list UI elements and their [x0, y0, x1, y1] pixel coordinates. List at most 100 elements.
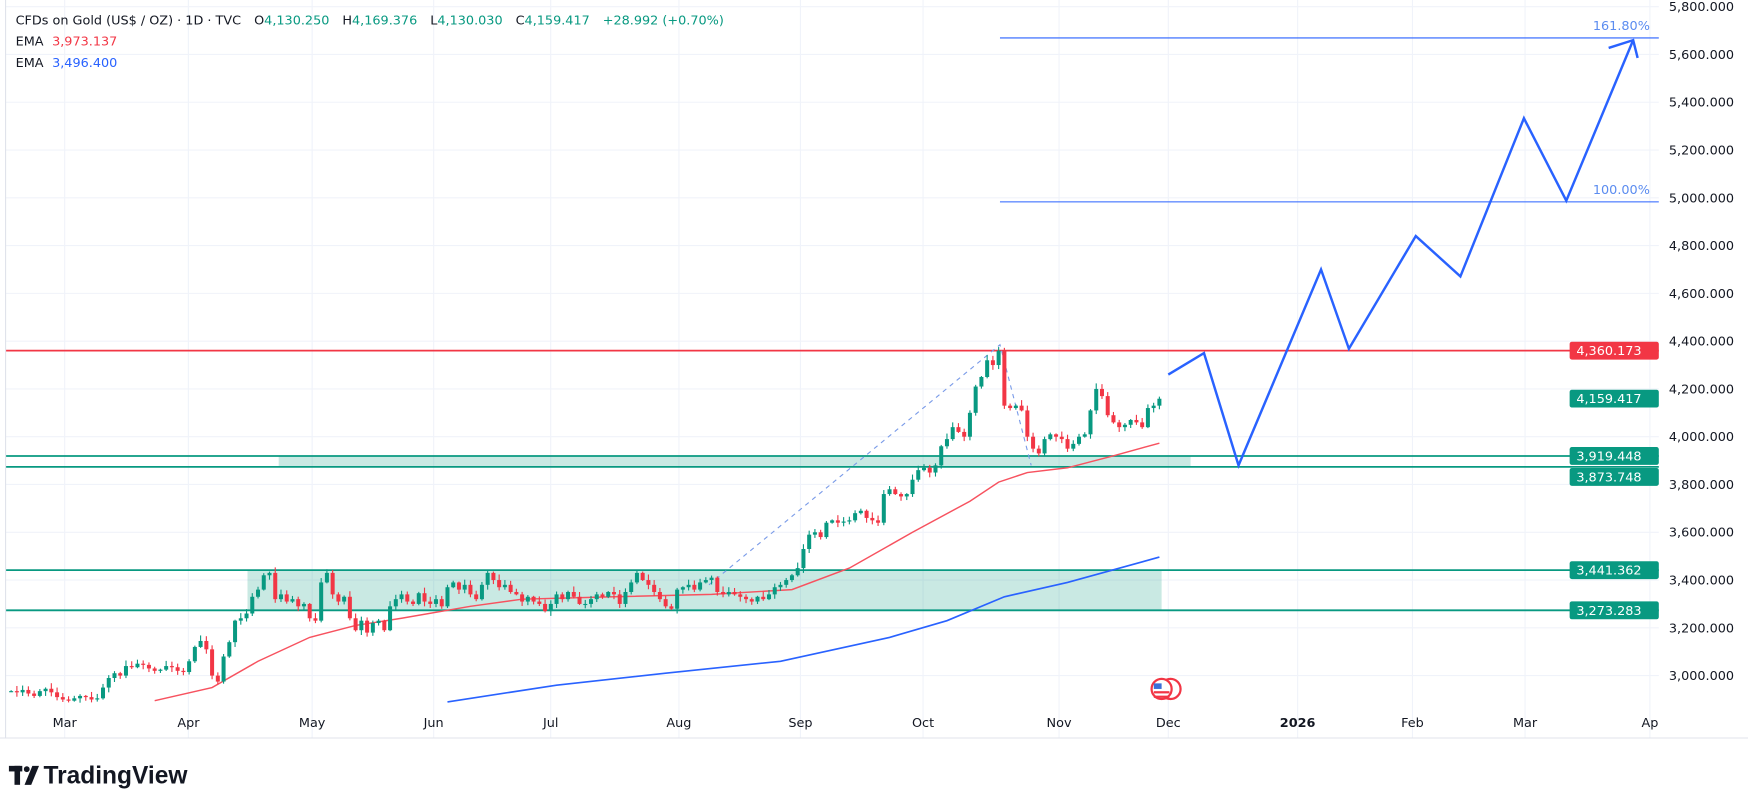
- candle-down: [899, 494, 904, 497]
- candle-up: [939, 446, 944, 466]
- candle-up: [1157, 398, 1162, 406]
- candle-up: [198, 640, 203, 647]
- candle-down: [405, 594, 410, 602]
- candle-down: [1019, 405, 1024, 411]
- candle-down: [1002, 350, 1007, 406]
- tv-logo-icon: [8, 765, 40, 785]
- candle-up: [944, 439, 949, 447]
- candle-up: [238, 618, 243, 621]
- logo-text: TradingView: [43, 763, 188, 790]
- candle-up: [985, 360, 990, 377]
- events-flags[interactable]: [1150, 677, 1182, 701]
- candle-up: [244, 613, 249, 619]
- legend: CFDs on Gold (US$ / OZ) · 1D · TVC O4,13…: [16, 14, 724, 71]
- candle-up: [830, 520, 835, 523]
- candle-down: [468, 584, 473, 595]
- candle-up: [370, 623, 375, 633]
- projection-path[interactable]: [1167, 38, 1639, 469]
- candle-up: [278, 594, 283, 600]
- candle-up: [1013, 405, 1018, 409]
- candle-down: [491, 572, 496, 581]
- zone-price-label: 3,873.748: [1576, 470, 1641, 485]
- candle-up: [319, 582, 324, 621]
- price-axis[interactable]: 5,800.000 5,600.000 5,400.000 5,200.000 5,00…: [1669, 0, 1734, 684]
- high-label: H: [342, 14, 352, 29]
- time-tick: Apr: [177, 716, 200, 731]
- candle-up: [135, 663, 140, 668]
- candle-down: [1134, 419, 1139, 423]
- lower-zone-box[interactable]: [247, 570, 1162, 611]
- tradingview-logo[interactable]: TradingView: [8, 763, 188, 790]
- candle-up: [784, 580, 789, 585]
- candle-up: [388, 606, 393, 631]
- time-axis[interactable]: Mar Apr May Jun Jul Aug Sep Oct Nov Dec 2026 Feb Mar…: [53, 716, 1659, 731]
- candle-up: [112, 673, 117, 679]
- candle-down: [600, 594, 605, 597]
- candle-down: [14, 691, 19, 693]
- last-price-label: 4,159.417: [1576, 392, 1641, 407]
- candle-down: [411, 601, 416, 604]
- candle-down: [152, 668, 157, 671]
- legend-ema-slow[interactable]: EMA 3,496.400: [16, 56, 118, 71]
- candle-down: [1111, 415, 1116, 423]
- candle-down: [927, 467, 932, 473]
- price-tick: 3,800.000: [1669, 478, 1734, 493]
- candle-up: [847, 520, 852, 522]
- candles: [9, 347, 1162, 703]
- candle-up: [686, 584, 691, 588]
- candle-up: [267, 572, 272, 576]
- zone-price-label: 3,919.448: [1576, 449, 1641, 464]
- flag-canton: [1153, 683, 1162, 689]
- projection-zigzag[interactable]: [1167, 39, 1635, 469]
- candle-up: [1128, 419, 1133, 425]
- upper-zone-box[interactable]: [278, 455, 1191, 467]
- candle-up: [606, 591, 611, 597]
- candle-down: [347, 596, 352, 619]
- zone-price-label: 3,441.362: [1576, 564, 1641, 579]
- candle-down: [657, 591, 662, 600]
- candle-up: [479, 584, 484, 600]
- candle-up: [95, 698, 100, 700]
- candle-up: [78, 695, 83, 699]
- price-tick: 4,000.000: [1669, 430, 1734, 445]
- candle-up: [72, 698, 77, 701]
- candle-down: [66, 699, 71, 701]
- price-tick: 4,200.000: [1669, 382, 1734, 397]
- price-tick: 4,400.000: [1669, 335, 1734, 350]
- candle-up: [192, 646, 197, 662]
- candle-up: [342, 596, 347, 602]
- open-value: 4,130.250: [264, 14, 329, 29]
- candle-up: [106, 678, 111, 688]
- candle-down: [520, 594, 525, 602]
- candle-up: [1071, 443, 1076, 449]
- open-label: O: [254, 14, 264, 29]
- candle-up: [634, 572, 639, 583]
- candle-up: [703, 580, 708, 583]
- candle-up: [881, 494, 886, 523]
- candle-up: [37, 691, 42, 696]
- last-price-label-bg: [1569, 389, 1659, 408]
- legend-ema-fast[interactable]: EMA 3,973.137: [16, 35, 118, 50]
- candle-down: [870, 517, 875, 521]
- candle-up: [158, 669, 163, 671]
- candle-up: [9, 691, 14, 693]
- candle-down: [1054, 434, 1059, 437]
- candle-up: [101, 687, 106, 699]
- candle-up: [629, 582, 634, 592]
- candle-down: [732, 591, 737, 595]
- time-tick: May: [299, 716, 326, 731]
- candle-up: [20, 689, 25, 693]
- candle-down: [456, 582, 461, 590]
- candle-down: [508, 584, 513, 592]
- candle-up: [548, 603, 553, 612]
- candle-down: [204, 640, 209, 650]
- candle-down: [382, 620, 387, 631]
- candle-up: [589, 599, 594, 604]
- candle-up: [451, 582, 456, 588]
- fib-extension[interactable]: 161.80% 100.00%: [999, 19, 1659, 203]
- close-value: 4,159.417: [525, 14, 590, 29]
- candle-up: [256, 589, 261, 597]
- price-tick: 5,400.000: [1669, 96, 1734, 111]
- candle-down: [1140, 422, 1145, 428]
